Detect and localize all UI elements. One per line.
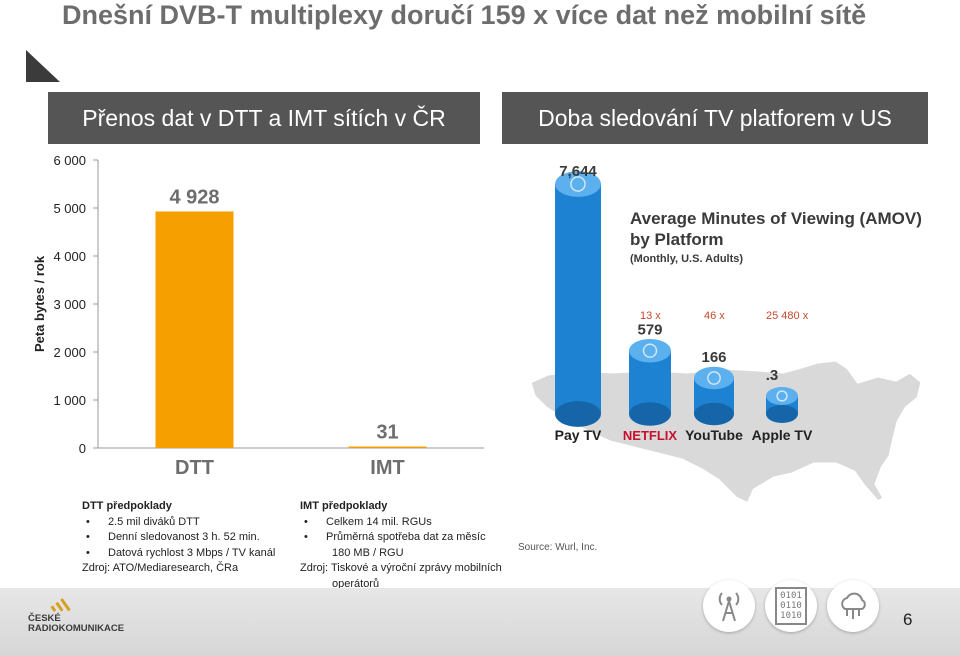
amov-graphic: 7,644 579 166 .3 Pay TV NETFLIX YouTube Apple … — [528, 163, 924, 507]
amov-bar-base — [629, 402, 671, 426]
amov-infographic: 7,644 579 166 .3 Pay TV NETFLIX YouTube Apple … — [518, 146, 938, 546]
dtt-assumption-item: Denní sledovanost 3 h. 52 min. — [82, 530, 292, 546]
platform-label: YouTube — [685, 427, 743, 443]
ratio-label: 46 x — [704, 310, 725, 322]
platform-label: Apple TV — [752, 427, 813, 443]
right-panel-heading-text: Doba sledování TV platforem v US — [538, 104, 892, 131]
ratio-label: 13 x — [640, 310, 661, 322]
amov-bar-top — [629, 338, 671, 363]
y-tick-label: 3 000 — [53, 297, 86, 312]
imt-assumptions-heading: IMT předpoklady — [300, 500, 388, 512]
imt-assumption-extra: 180 MB / RGU — [332, 546, 404, 559]
category-label: IMT — [370, 457, 404, 479]
bar-imt — [348, 446, 427, 448]
dtt-assumptions: DTT předpoklady 2.5 mil diváků DTT Denní… — [82, 499, 292, 577]
imt-assumptions: IMT předpoklady Celkem 14 mil. RGUs Prům… — [300, 499, 510, 592]
amov-title: Average Minutes of Viewing (AMOV) by Pla… — [630, 209, 922, 249]
left-panel-heading-text: Přenos dat v DTT a IMT sítích v ČR — [82, 104, 446, 131]
left-panel-heading: Přenos dat v DTT a IMT sítích v ČR — [48, 92, 480, 144]
bar-value-label: 31 — [376, 422, 398, 444]
clock-icon — [642, 343, 658, 358]
dtt-assumption-item: 2.5 mil diváků DTT — [82, 515, 292, 531]
amov-bar-top — [555, 171, 601, 197]
dtt-assumption-item: Datová rychlost 3 Mbps / TV kanál — [82, 546, 292, 562]
amov-bar-base — [694, 402, 734, 426]
y-tick-label: 1 000 — [53, 393, 86, 408]
amov-bar-base — [555, 401, 601, 427]
amov-value-label: 166 — [701, 349, 726, 366]
amov-source: Source: Wurl, Inc. — [518, 542, 598, 553]
binary-data-icon: 0101 0110 1010 — [765, 580, 817, 632]
imt-assumption-item: Průměrná spotřeba dat za měsíc — [300, 530, 510, 546]
antenna-tower-icon — [703, 580, 755, 632]
imt-source: Zdroj: Tiskové a výroční zprávy mobilníc… — [300, 562, 502, 574]
platform-label: Pay TV — [555, 427, 602, 443]
binary-line: 0101 — [780, 591, 802, 601]
amov-value-label: 7,644 — [559, 163, 597, 180]
bar-dtt — [155, 211, 234, 448]
dtt-imt-bar-chart: 0 1 000 2 000 3 000 4 000 5 000 6 000 Peta byte… — [32, 153, 484, 479]
imt-source-cont: operátorů — [332, 577, 380, 590]
amov-bar-top — [694, 366, 734, 390]
imt-assumption-item: Celkem 14 mil. RGUs — [300, 515, 510, 531]
amov-heading: Average Minutes of Viewing (AMOV) by Pla… — [630, 208, 938, 265]
amov-bar-top — [766, 387, 798, 405]
amov-subtitle: (Monthly, U.S. Adults) — [630, 253, 744, 265]
y-tick-label: 5 000 — [53, 201, 86, 216]
company-logo-text: ČESKÉ RADIOKOMUNIKACE — [28, 614, 124, 634]
y-axis-title: Peta bytes / rok — [32, 255, 47, 352]
right-panel-heading: Doba sledování TV platforem v US — [502, 92, 928, 144]
y-tick-label: 2 000 — [53, 345, 86, 360]
ratio-label: 25 480 x — [766, 310, 809, 322]
amov-bar-body — [555, 184, 601, 414]
binary-line: 0110 — [780, 601, 802, 611]
dtt-source: Zdroj: ATO/Mediaresearch, ČRa — [82, 562, 239, 574]
amov-bar-base — [766, 405, 798, 423]
category-label: DTT — [175, 457, 214, 479]
page-title: Dnešní DVB-T multiplexy doručí 159 x víc… — [62, 0, 867, 30]
us-map-shape — [528, 358, 924, 507]
clock-icon — [776, 390, 788, 402]
amov-value-label: 579 — [637, 322, 662, 339]
page-number: 6 — [903, 610, 913, 629]
corner-triangle-decoration — [26, 50, 60, 82]
ceske-radiokomunikace-logo-icon — [50, 598, 71, 613]
amov-value-label: .3 — [766, 367, 779, 384]
dtt-assumptions-heading: DTT předpoklady — [82, 500, 172, 512]
logo-line: RADIOKOMUNIKACE — [28, 623, 125, 634]
logo-line: ČESKÉ — [28, 613, 61, 624]
y-tick-label: 6 000 — [53, 153, 86, 168]
clock-icon — [707, 371, 721, 385]
y-tick-label: 4 000 — [53, 249, 86, 264]
clock-icon — [570, 176, 586, 192]
binary-line: 1010 — [780, 611, 802, 621]
platform-label: NETFLIX — [623, 428, 677, 443]
cloud-network-icon — [827, 580, 879, 632]
bar-value-label: 4 928 — [169, 186, 219, 208]
y-tick-label: 0 — [79, 441, 86, 456]
